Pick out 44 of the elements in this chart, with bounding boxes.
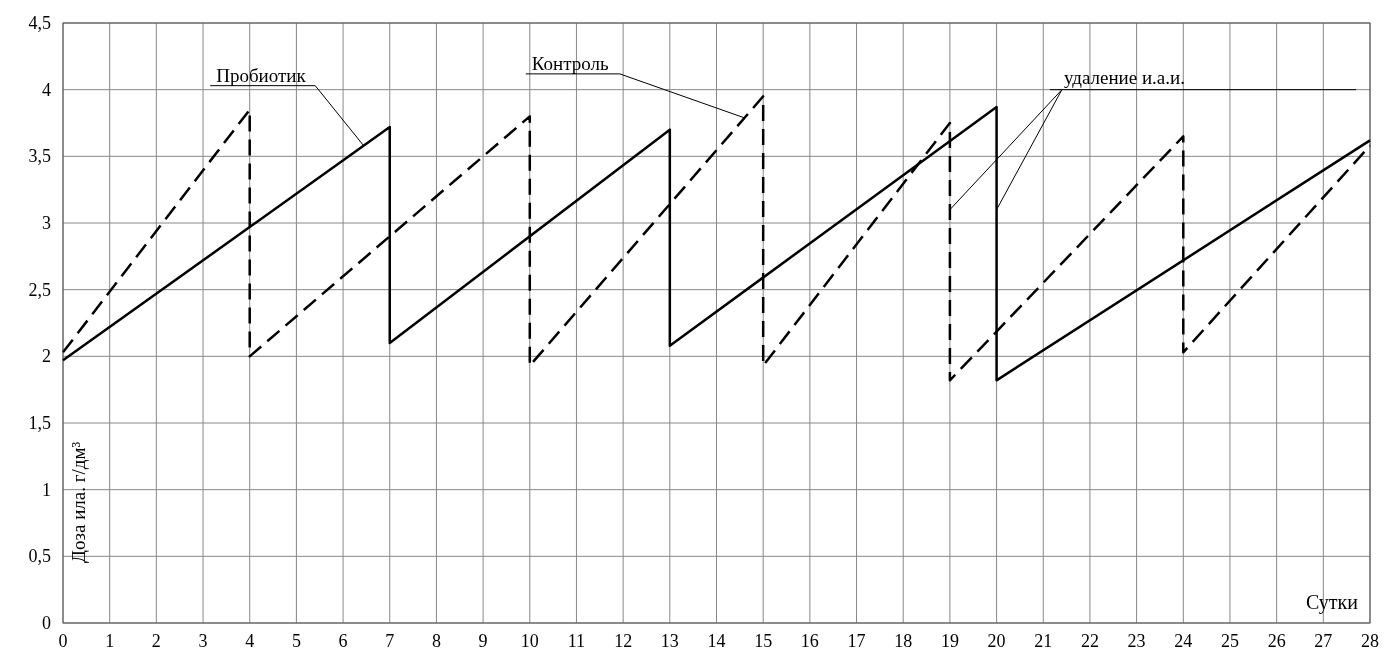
y-tick-label: 0,5 (28, 546, 51, 567)
text: Пробиотик (216, 64, 307, 86)
x-tick-label: 27 (1314, 631, 1333, 651)
y-axis-title: Доза ила. г/дм³ (68, 441, 89, 563)
x-tick-label: 12 (614, 631, 633, 651)
x-tick-label: 18 (894, 631, 913, 651)
y-tick-label: 1 (42, 479, 51, 500)
x-tick-label: 9 (478, 631, 488, 651)
x-tick-label: 3 (198, 631, 208, 651)
y-tick-label: 0 (42, 613, 51, 633)
x-tick-label: 6 (338, 631, 348, 651)
text: Контроль (531, 52, 609, 74)
x-tick-label: 4 (245, 631, 255, 651)
x-tick-label: 15 (754, 631, 773, 651)
x-tick-label: 28 (1361, 631, 1379, 651)
x-tick-label: 14 (707, 631, 726, 651)
x-tick-label: 21 (1034, 631, 1053, 651)
x-tick-label: 17 (847, 631, 866, 651)
x-tick-label: 22 (1080, 631, 1099, 651)
x-tick-label: 19 (940, 631, 959, 651)
x-tick-label: 25 (1220, 631, 1239, 651)
annotation: удаление и.а.и. (1063, 66, 1185, 88)
x-tick-label: 1 (105, 631, 115, 651)
x-tick-label: 10 (520, 631, 539, 651)
y-tick-label: 3,5 (28, 146, 51, 167)
y-tick-label: 4,5 (28, 13, 51, 33)
x-tick-label: 0 (58, 631, 68, 651)
x-tick-label: 20 (987, 631, 1006, 651)
x-tick-label: 5 (291, 631, 301, 651)
y-tick-label: 2 (42, 346, 51, 367)
x-tick-label: 26 (1267, 631, 1286, 651)
x-tick-label: 24 (1174, 631, 1193, 651)
y-tick-label: 2,5 (28, 279, 51, 300)
x-tick-label: 8 (431, 631, 441, 651)
y-tick-label: 4 (42, 79, 51, 100)
x-tick-label: 2 (151, 631, 161, 651)
y-tick-label: 1,5 (28, 413, 51, 433)
x-tick-label: 11 (567, 631, 586, 651)
x-axis-title: Сутки (1305, 591, 1359, 614)
x-tick-label: 16 (800, 631, 819, 651)
x-tick-label: 13 (660, 631, 679, 651)
y-tick-label: 3 (42, 213, 51, 233)
x-tick-label: 23 (1127, 631, 1146, 651)
x-tick-label: 7 (385, 631, 395, 651)
